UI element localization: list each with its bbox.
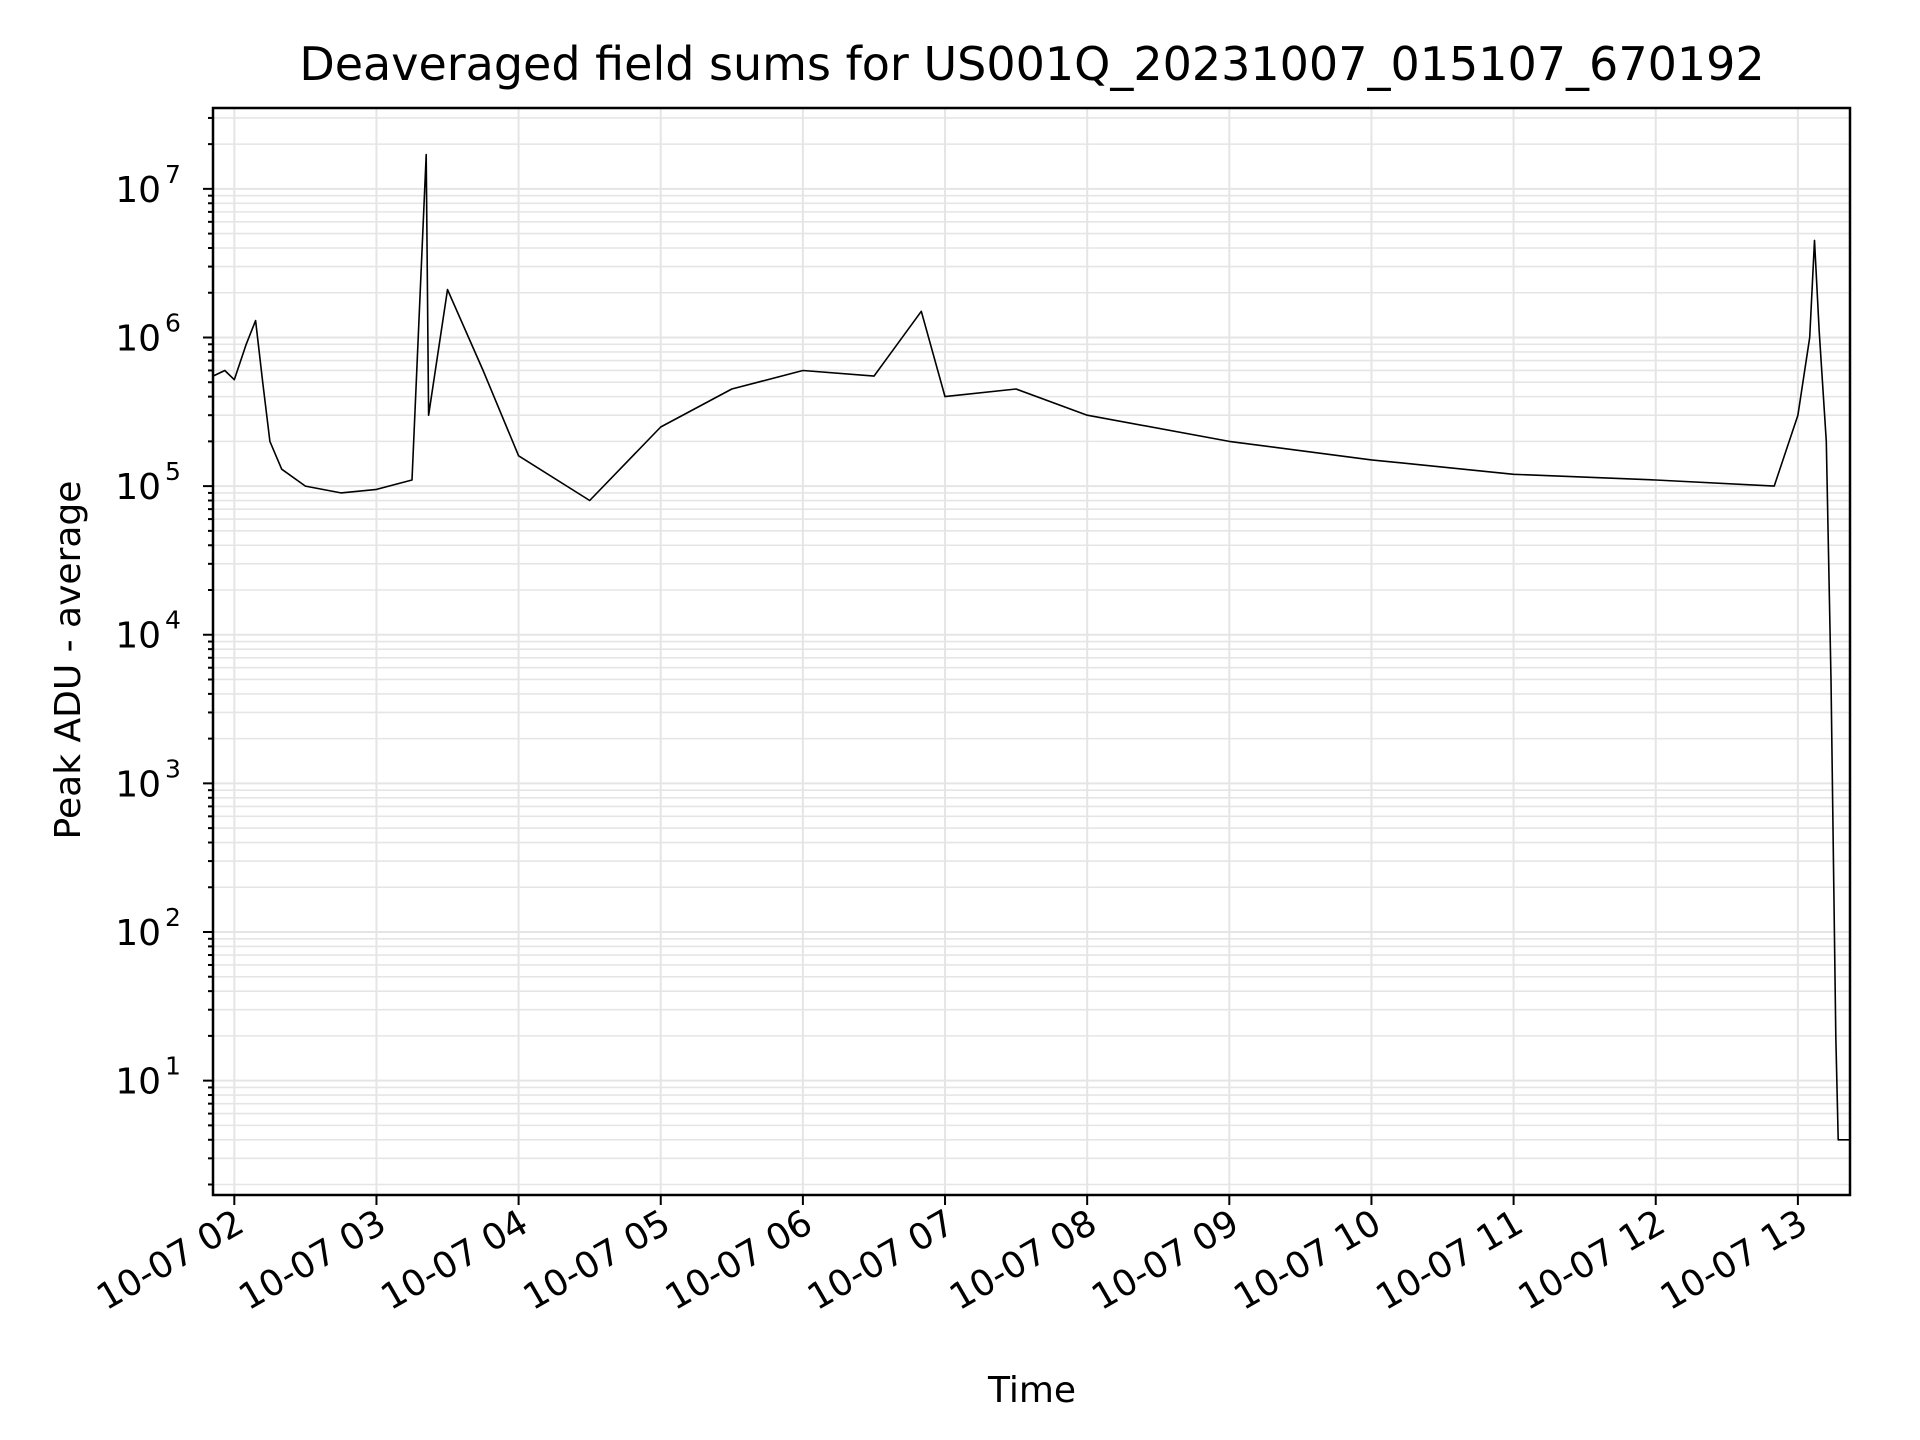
y-tick-label: 10 [115, 913, 161, 954]
x-axis-label: Time [987, 1370, 1076, 1411]
grid [213, 108, 1850, 1195]
y-tick-exponent: 1 [165, 1052, 181, 1081]
y-tick-label: 10 [115, 318, 161, 359]
y-tick-exponent: 3 [165, 754, 181, 783]
y-tick-label: 10 [115, 1062, 161, 1103]
data-series-line [212, 153, 1850, 1141]
y-tick-exponent: 6 [165, 308, 181, 337]
axes-frame [211, 106, 1852, 1197]
y-tick-exponent: 2 [165, 903, 181, 932]
y-tick-label: 10 [115, 467, 161, 508]
plot-area [212, 153, 1850, 1141]
y-tick-label: 10 [115, 764, 161, 805]
y-tick-label: 10 [115, 170, 161, 211]
y-tick-exponent: 4 [165, 606, 181, 635]
chart-title: Deaveraged field sums for US001Q_2023100… [299, 37, 1764, 91]
y-axis-label: Peak ADU - average [48, 481, 89, 840]
y-tick-label: 10 [115, 616, 161, 657]
y-tick-exponent: 7 [165, 160, 181, 189]
y-tick-exponent: 5 [165, 457, 181, 486]
